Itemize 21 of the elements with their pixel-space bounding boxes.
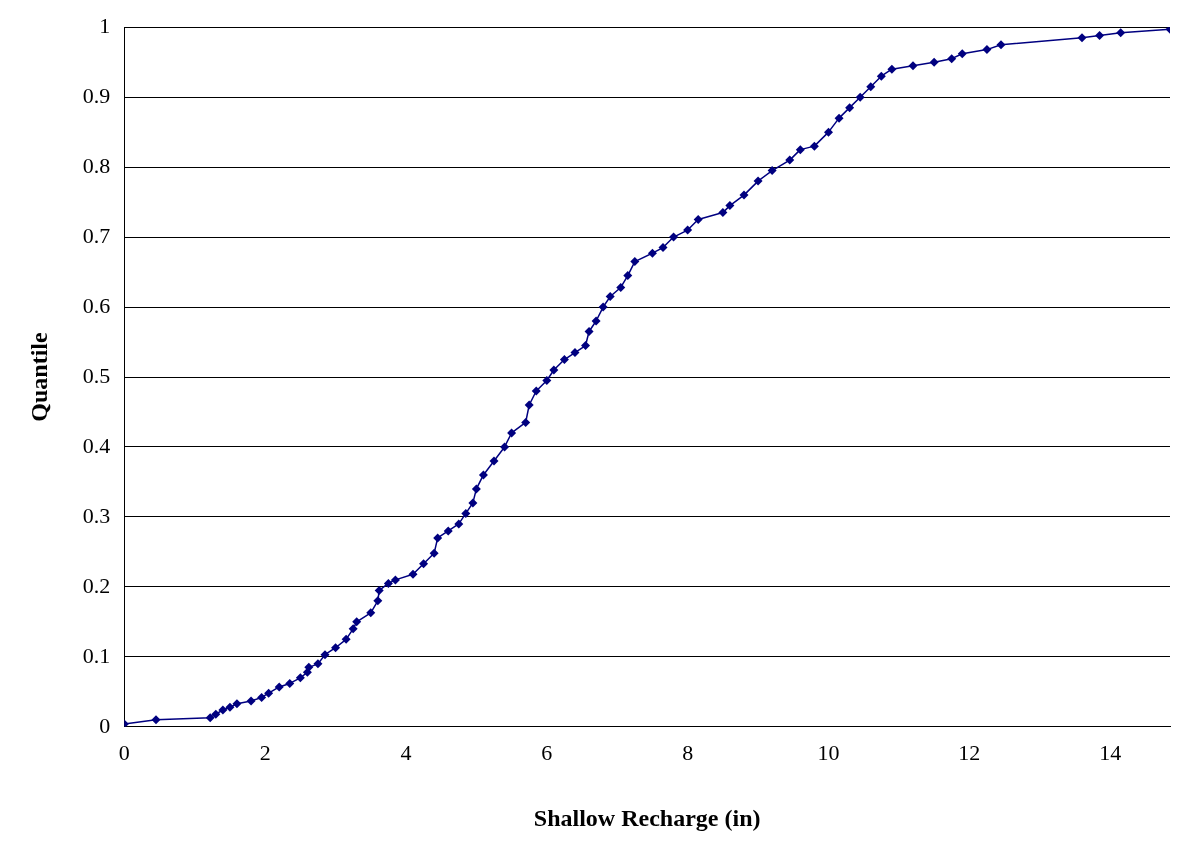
y-tick-label: 0.7 xyxy=(82,222,111,248)
y-tick-label: 0.5 xyxy=(82,362,111,388)
x-tick-label: 6 xyxy=(541,739,553,765)
y-tick-label: 0.6 xyxy=(82,292,111,318)
y-tick-label: 0.9 xyxy=(82,82,111,108)
x-axis-title: Shallow Recharge (in) xyxy=(533,804,761,831)
y-tick-label: 1 xyxy=(99,12,111,38)
x-tick-label: 12 xyxy=(958,739,981,765)
x-tick-label: 2 xyxy=(259,739,271,765)
y-tick-label: 0.8 xyxy=(82,152,111,178)
y-axis-title: Quantile xyxy=(25,331,52,422)
x-tick-label: 10 xyxy=(817,739,840,765)
y-tick-label: 0.2 xyxy=(82,572,111,598)
x-tick-label: 8 xyxy=(682,739,694,765)
y-tick-label: 0.4 xyxy=(82,432,111,458)
y-tick-label: 0.1 xyxy=(82,642,111,668)
x-tick-label: 0 xyxy=(118,739,130,765)
x-tick-label: 4 xyxy=(400,739,412,765)
x-tick-label: 14 xyxy=(1099,739,1122,765)
y-tick-label: 0 xyxy=(99,712,111,738)
y-tick-label: 0.3 xyxy=(82,502,111,528)
